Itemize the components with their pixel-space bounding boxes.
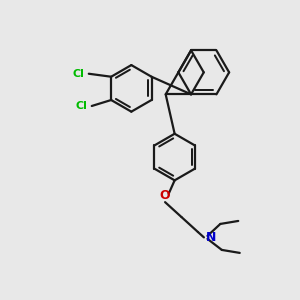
Text: Cl: Cl	[75, 101, 87, 111]
Text: O: O	[160, 189, 170, 202]
Text: Cl: Cl	[72, 69, 84, 79]
Text: N: N	[206, 231, 217, 244]
